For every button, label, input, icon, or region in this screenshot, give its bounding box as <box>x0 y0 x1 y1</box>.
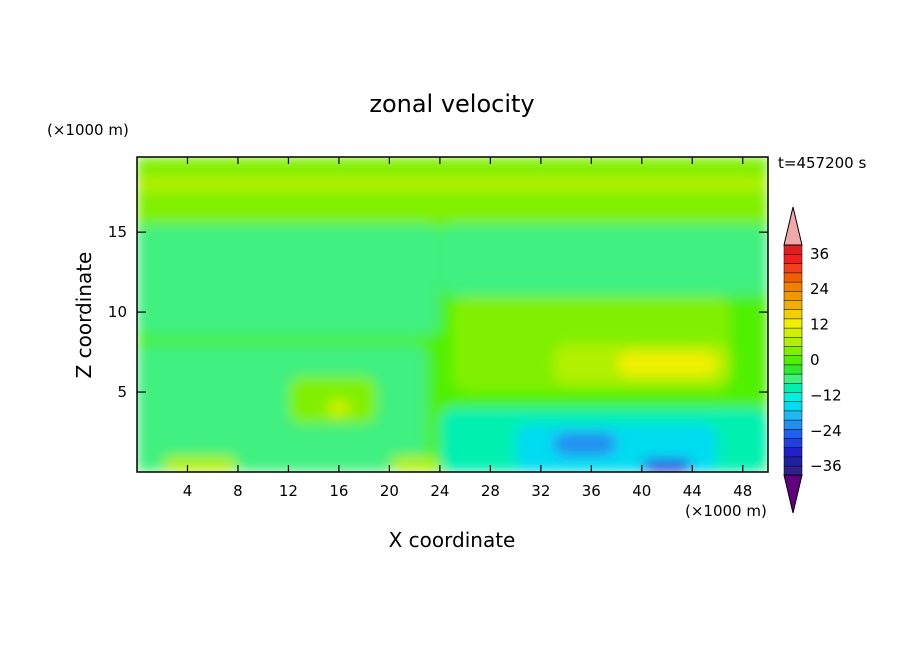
colorbar-segment <box>783 253 803 264</box>
field-region <box>137 344 428 472</box>
x-tick-label: 36 <box>582 482 601 500</box>
x-tick-label: 8 <box>233 482 243 500</box>
colorbar-tick-label: −12 <box>810 386 842 404</box>
x-tick-label: 24 <box>430 482 449 500</box>
field-region <box>137 176 768 193</box>
colorbar-segment <box>783 244 803 255</box>
y-unit-label: (×1000 m) <box>47 121 129 139</box>
x-tick-label: 44 <box>683 482 702 500</box>
x-tick-label: 16 <box>329 482 348 500</box>
x-tick-label: 4 <box>183 482 193 500</box>
colorbar-segment <box>783 364 803 375</box>
x-tick-label: 12 <box>279 482 298 500</box>
field-region <box>439 224 768 297</box>
colorbar-segment <box>783 456 803 467</box>
colorbar-segment <box>783 401 803 412</box>
colorbar-extend-min <box>783 474 803 514</box>
y-axis-label: Z coordinate <box>72 252 96 379</box>
x-unit-label: (×1000 m) <box>685 502 767 520</box>
x-tick-label: 48 <box>733 482 752 500</box>
x-tick-label: 32 <box>531 482 550 500</box>
colorbar-segment <box>783 345 803 356</box>
chart-title: zonal velocity <box>369 90 534 118</box>
colorbar-segment <box>783 299 803 310</box>
field-region <box>137 224 440 337</box>
x-tick-label: 40 <box>632 482 651 500</box>
colorbar-segment <box>783 382 803 393</box>
field-region <box>616 352 718 377</box>
colorbar-segment <box>783 272 803 283</box>
colorbar-segment <box>783 263 803 274</box>
colorbar: 36 24 12 0 −12 −24 −36 <box>783 206 842 514</box>
y-tick-label: 15 <box>108 223 127 241</box>
colorbar-tick-label: −36 <box>810 457 842 475</box>
x-tick-label: 28 <box>481 482 500 500</box>
field-region <box>162 456 238 472</box>
y-tick-label: 10 <box>108 303 127 321</box>
colorbar-segment <box>783 290 803 301</box>
time-label: t=457200 s <box>778 154 866 172</box>
colorbar-segment <box>783 428 803 439</box>
colorbar-segment <box>783 309 803 320</box>
field-region <box>553 432 617 457</box>
colorbar-tick-label: 0 <box>810 351 820 369</box>
colorbar-segment <box>783 355 803 366</box>
velocity-field <box>137 157 768 472</box>
y-tick-label: 5 <box>117 383 127 401</box>
colorbar-segment <box>783 373 803 384</box>
x-axis-label: X coordinate <box>389 528 516 552</box>
field-region <box>326 400 352 417</box>
colorbar-segment <box>783 391 803 402</box>
colorbar-tick-label: 12 <box>810 316 829 334</box>
colorbar-segment <box>783 281 803 292</box>
colorbar-extend-max <box>783 206 803 246</box>
field-region <box>288 376 377 425</box>
colorbar-segment <box>783 447 803 458</box>
colorbar-tick-label: 24 <box>810 280 829 298</box>
colorbar-segment <box>783 318 803 329</box>
colorbar-segment <box>783 410 803 421</box>
colorbar-segment <box>783 336 803 347</box>
colorbar-segment <box>783 327 803 338</box>
field-region <box>389 456 440 472</box>
colorbar-tick-label: −24 <box>810 422 842 440</box>
colorbar-segment <box>783 419 803 430</box>
colorbar-tick-label: 36 <box>810 245 829 263</box>
field-region <box>641 459 693 472</box>
colorbar-segment <box>783 437 803 448</box>
plot-frame <box>136 156 769 473</box>
colorbar-segment <box>783 465 803 476</box>
x-tick-label: 20 <box>380 482 399 500</box>
